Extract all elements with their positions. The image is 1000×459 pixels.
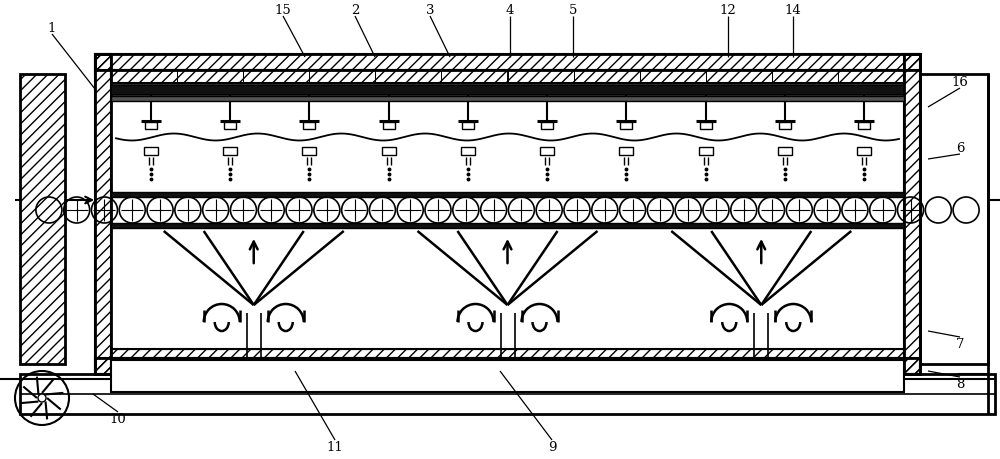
Bar (541, 123, 553, 130)
Bar (223, 148, 237, 156)
Bar (540, 148, 554, 156)
Text: 3: 3 (426, 4, 434, 17)
Bar (95, 55, 111, 374)
Bar (920, 75, 988, 364)
Bar (383, 123, 395, 130)
Text: 4: 4 (506, 4, 514, 17)
Bar (145, 123, 157, 130)
Bar (441, 71, 507, 84)
Bar (382, 148, 396, 156)
Bar (95, 358, 920, 374)
Text: 12: 12 (720, 4, 736, 17)
Text: 7: 7 (956, 338, 964, 351)
Bar (224, 123, 236, 130)
Bar (111, 71, 904, 84)
Bar (302, 148, 316, 156)
Bar (462, 123, 474, 130)
Bar (779, 123, 791, 130)
Text: 1: 1 (48, 22, 56, 34)
Text: 6: 6 (956, 141, 964, 154)
Text: 10: 10 (110, 413, 126, 425)
Bar (111, 349, 904, 358)
Bar (95, 55, 920, 71)
Bar (111, 97, 904, 102)
Bar (177, 71, 243, 84)
Bar (838, 71, 904, 84)
Bar (619, 148, 633, 156)
Bar (706, 71, 772, 84)
Bar (620, 123, 632, 130)
Text: 9: 9 (548, 441, 556, 453)
Bar (303, 123, 315, 130)
Bar (858, 123, 870, 130)
Bar (95, 55, 111, 374)
Bar (111, 71, 177, 84)
Bar (20, 75, 65, 364)
Bar (772, 71, 838, 84)
Bar (375, 71, 441, 84)
Bar (904, 55, 920, 374)
Bar (461, 148, 475, 156)
Circle shape (38, 394, 46, 402)
Bar (20, 75, 65, 364)
Bar (904, 55, 920, 374)
Bar (111, 349, 904, 358)
Bar (95, 358, 920, 374)
Text: 5: 5 (569, 4, 577, 17)
Text: 11: 11 (327, 441, 343, 453)
Bar (640, 71, 706, 84)
Bar (111, 360, 904, 392)
Text: 16: 16 (952, 75, 968, 88)
Bar (144, 148, 158, 156)
Bar (778, 148, 792, 156)
Text: 15: 15 (275, 4, 291, 17)
Bar (700, 123, 712, 130)
Bar (857, 148, 871, 156)
Bar (20, 374, 995, 414)
Text: 8: 8 (956, 378, 964, 391)
Bar (574, 71, 640, 84)
Bar (111, 224, 904, 229)
Bar (95, 55, 920, 71)
Text: 14: 14 (785, 4, 801, 17)
Bar (699, 148, 713, 156)
Bar (111, 193, 904, 197)
Bar (243, 71, 309, 84)
Text: 2: 2 (351, 4, 359, 17)
Bar (508, 71, 574, 84)
Bar (309, 71, 375, 84)
Bar (111, 86, 904, 96)
